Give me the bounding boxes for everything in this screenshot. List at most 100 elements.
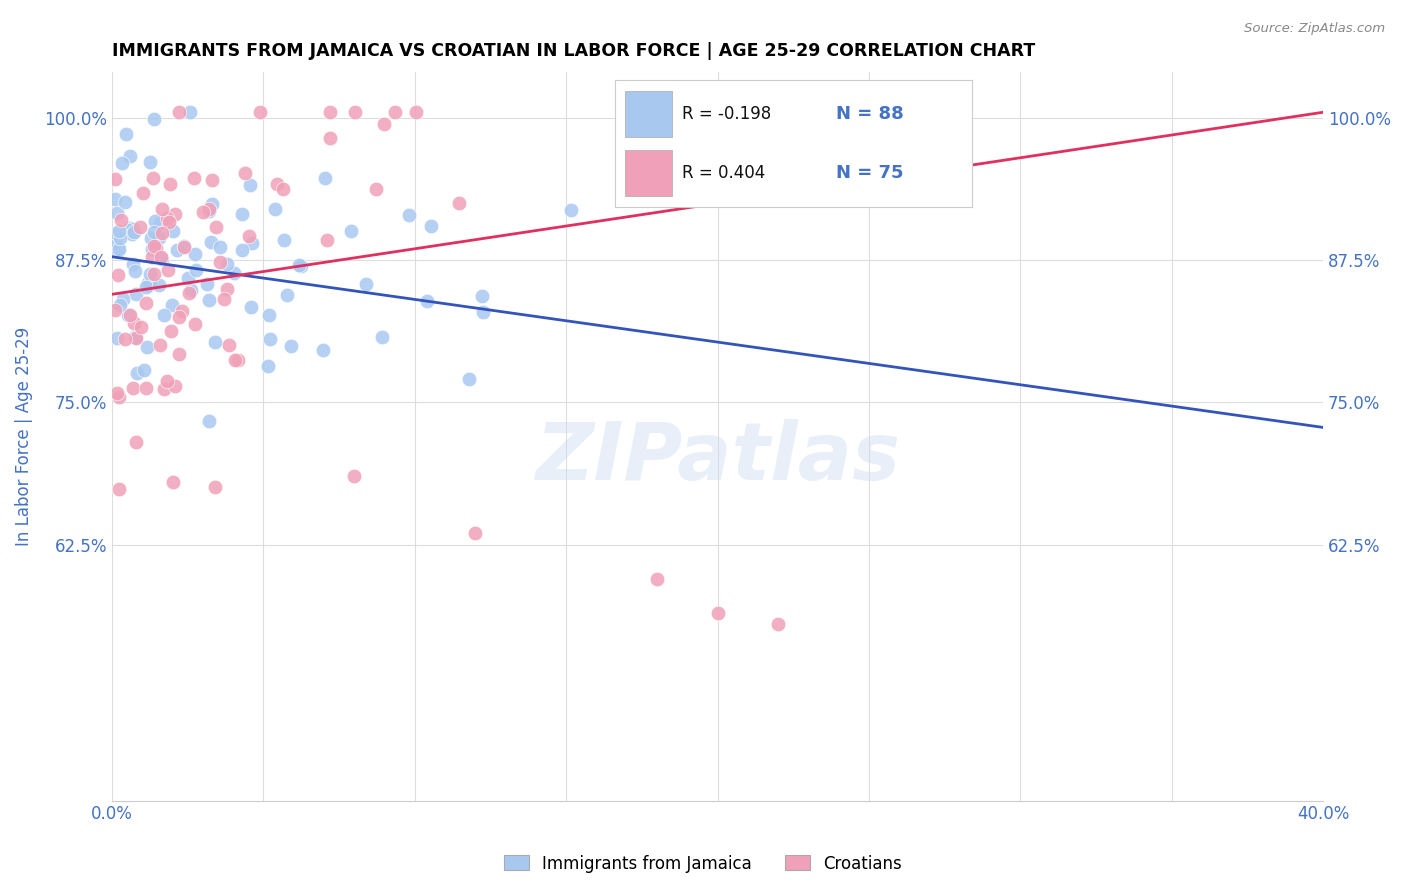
Point <box>118 221 141 235</box>
Point <box>107 483 129 497</box>
Point <box>129 219 152 234</box>
Point <box>135 341 157 355</box>
Point <box>138 278 160 293</box>
Point <box>179 285 201 300</box>
Point <box>201 197 224 211</box>
Point <box>239 178 262 192</box>
Point <box>184 318 207 332</box>
Point <box>143 239 166 253</box>
Point <box>240 236 263 251</box>
Point <box>183 171 205 186</box>
Point <box>163 207 186 221</box>
Point <box>167 347 190 361</box>
Point <box>141 242 163 256</box>
Point <box>166 243 188 257</box>
Point <box>160 298 183 312</box>
Point <box>169 105 191 120</box>
Point <box>226 353 249 368</box>
Point <box>364 182 387 196</box>
Point <box>231 207 253 221</box>
Point <box>280 339 302 353</box>
Point <box>447 195 470 210</box>
Point <box>104 192 127 206</box>
Point <box>152 226 174 240</box>
Point <box>105 331 128 345</box>
Text: IMMIGRANTS FROM JAMAICA VS CROATIAN IN LABOR FORCE | AGE 25-29 CORRELATION CHART: IMMIGRANTS FROM JAMAICA VS CROATIAN IN L… <box>112 42 1035 60</box>
Point <box>339 224 361 238</box>
Point <box>195 277 218 291</box>
Point <box>560 202 582 217</box>
Point <box>177 270 200 285</box>
Point <box>159 177 181 191</box>
Point <box>127 366 149 380</box>
Point <box>141 230 163 244</box>
Point <box>143 267 166 281</box>
Point <box>139 267 162 281</box>
Point <box>344 105 367 120</box>
Point <box>416 294 439 309</box>
Point <box>105 385 128 400</box>
Point <box>198 414 221 428</box>
Point <box>124 287 146 301</box>
Point <box>249 105 271 120</box>
Point <box>706 606 728 620</box>
Point <box>224 353 246 368</box>
Point <box>193 205 215 219</box>
Point <box>117 308 139 322</box>
Point <box>217 282 239 296</box>
Point <box>209 255 232 269</box>
Point <box>319 105 342 120</box>
Point <box>200 235 222 249</box>
Point <box>139 155 162 169</box>
Point <box>197 204 219 219</box>
Point <box>204 334 226 349</box>
Point <box>142 225 165 239</box>
Point <box>110 213 132 227</box>
Point <box>373 117 395 131</box>
Point <box>238 228 260 243</box>
Point <box>121 381 143 395</box>
Point <box>107 244 129 258</box>
Point <box>384 105 406 120</box>
Point <box>179 105 201 120</box>
Point <box>124 263 146 277</box>
Point <box>148 277 170 292</box>
Point <box>118 308 141 322</box>
Point <box>122 222 145 236</box>
Point <box>148 231 170 245</box>
Point <box>104 172 127 186</box>
Point <box>405 105 427 120</box>
Text: Source: ZipAtlas.com: Source: ZipAtlas.com <box>1244 22 1385 36</box>
Point <box>198 202 221 217</box>
Point <box>165 379 187 393</box>
Point <box>205 220 228 235</box>
Point <box>224 266 246 280</box>
Point <box>231 243 253 257</box>
Point <box>218 337 240 351</box>
Point <box>111 292 134 306</box>
Point <box>398 208 420 222</box>
Point <box>150 202 173 216</box>
Point <box>122 225 145 239</box>
Point <box>142 112 165 126</box>
Point <box>108 231 131 245</box>
Point <box>157 215 180 229</box>
Point <box>212 292 235 306</box>
Point <box>105 205 128 219</box>
Point <box>420 219 443 233</box>
Point <box>319 130 342 145</box>
Point <box>131 320 153 334</box>
Point <box>264 202 287 216</box>
Point <box>156 262 179 277</box>
Point <box>124 330 146 344</box>
Point <box>162 475 184 489</box>
Point <box>111 156 134 170</box>
Point <box>356 277 378 291</box>
Point <box>173 240 195 254</box>
Point <box>114 333 136 347</box>
Legend: Immigrants from Jamaica, Croatians: Immigrants from Jamaica, Croatians <box>498 848 908 880</box>
Point <box>153 308 176 322</box>
Point <box>233 166 256 180</box>
Point <box>645 572 668 586</box>
Point <box>145 241 167 255</box>
